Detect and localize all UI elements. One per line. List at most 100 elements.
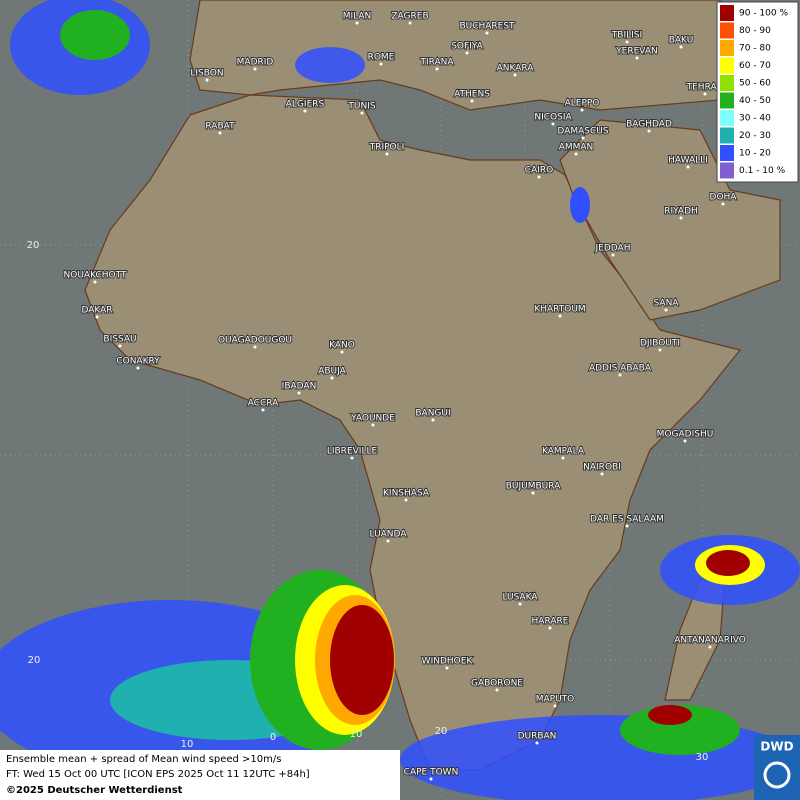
city-dot [618,373,622,377]
city-label: TUNIS [347,102,375,112]
legend-swatch [720,127,734,144]
city-label: RABAT [205,122,235,132]
legend-swatch [720,40,734,56]
legend-label: 10 - 20 [739,149,771,159]
legend-swatch [720,145,734,161]
city-dot [118,344,122,348]
city-dot [683,439,687,443]
city-label: TBILISI [611,31,642,41]
city-dot [385,152,389,156]
legend-label: 70 - 80 [739,44,771,54]
city-label: HAWALLI [668,156,708,166]
legend-label: 80 - 90 [739,26,771,36]
city-dot [574,152,578,156]
city-label: NOUAKCHOTT [64,271,127,281]
legend: 90 - 100 % 80 - 90 70 - 80 60 - 70 50 - 60 40… [716,1,799,183]
city-dot [548,626,552,630]
logo-box [754,735,800,800]
footer-line: ©2025 Deutscher Wetterdienst [6,785,183,796]
city-label: LUSAKA [502,593,538,603]
city-dot [470,99,474,103]
city-label: CAPE TOWN [404,768,459,778]
city-label: ROME [368,53,395,63]
city-label: DURBAN [518,732,557,742]
city-dot [297,391,301,395]
city-label: LUANDA [370,530,408,540]
city-label: NAIROBI [583,463,621,473]
city-dot [404,498,408,502]
city-dot [93,280,97,284]
city-dot [303,109,307,113]
city-label: LISBON [190,69,223,79]
city-dot [658,348,662,352]
city-label: YEREVAN [615,47,658,57]
city-dot [253,67,257,71]
city-dot [708,645,712,649]
legend-swatch [720,75,734,91]
footer-line: FT: Wed 15 Oct 00 UTC [ICON EPS 2025 Oct… [6,769,310,780]
city-label: MAPUTO [536,695,575,705]
city-label: OUAGADOUGOU [218,336,292,346]
city-dot [581,136,585,140]
city-label: KAMPALA [542,447,585,457]
city-label: HARARE [532,617,569,627]
city-dot [386,539,390,543]
city-label: DAMASCUS [557,127,608,137]
legend-swatch [720,92,734,109]
city-label: ACCRA [248,399,279,409]
logo-icon [763,761,791,789]
city-label: JEDDAH [595,244,631,254]
city-label: MILAN [343,12,372,22]
city-dot [379,62,383,66]
city-dot [513,73,517,77]
city-dot [600,472,604,476]
footer-line: Ensemble mean + spread of Mean wind spee… [6,754,281,765]
city-dot [350,456,354,460]
grid-label: 20 [435,726,448,737]
city-dot [371,423,375,427]
city-label: MOGADISHU [657,430,714,440]
city-dot [531,491,535,495]
city-label: ZAGREB [391,12,428,22]
city-label: YAOUNDE [350,414,395,424]
city-dot [205,78,209,82]
city-label: TRIPOLI [369,143,405,153]
city-label: DAKAR [81,306,112,316]
city-label: ATHENS [454,90,490,100]
city-label: CONAKRY [116,357,160,367]
city-label: RIYADH [664,207,698,217]
grid-label: 0 [270,732,276,743]
city-dot [136,366,140,370]
city-label: ABUJA [318,367,346,377]
city-labels: MILAN ZAGREB BUCHAREST SOFIYA ROME TIRANA ANKA… [63,11,747,781]
city-dot [218,131,222,135]
city-label: WINDHOEK [422,657,474,667]
grid-label: 10 [350,729,363,740]
city-label: GABORONE [471,679,523,689]
legend-label: 0.1 - 10 % [739,166,786,176]
city-dot [561,456,565,460]
footer-box [0,750,400,800]
city-label: BAKU [669,36,694,46]
city-label: SANA [654,299,680,309]
logo: DWD [760,740,793,754]
city-dot [580,108,584,112]
city-dot [445,666,449,670]
city-dot [431,418,435,422]
legend-swatch [720,5,734,21]
city-dot [679,216,683,220]
city-label: TEHRAN [686,83,724,93]
city-label: KANO [329,341,355,351]
city-label: TIRANA [419,58,454,68]
legend-swatch [720,110,734,126]
city-dot [647,129,651,133]
legend-label: 40 - 50 [739,96,771,106]
city-label: BANGUI [415,409,450,419]
city-label: MADRID [237,58,274,68]
city-label: DAR ES SALAAM [590,515,664,525]
city-label: BUCHAREST [459,22,515,32]
city-label: ANTANANARIVO [674,636,746,646]
city-label: KINSHASA [383,489,430,499]
city-label: SOFIYA [451,42,483,52]
